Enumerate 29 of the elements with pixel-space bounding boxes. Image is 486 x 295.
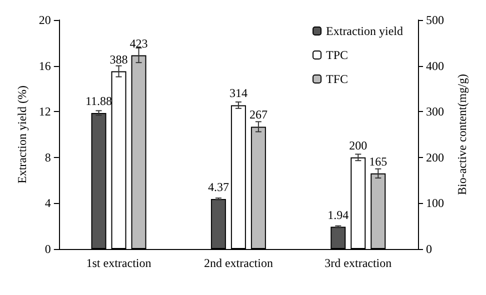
y-tick-label: 20: [38, 13, 51, 27]
data-label: 200: [349, 138, 368, 152]
data-label: 4.37: [208, 180, 229, 194]
x-tick-label: 2nd extraction: [204, 256, 273, 270]
y2-tick-label: 400: [426, 58, 444, 73]
y2-axis-title: Bio-active content(mg/g): [455, 74, 469, 195]
data-label: 165: [369, 154, 388, 168]
x-tick-label: 3rd extraction: [324, 256, 392, 270]
y2-tick-label: 200: [426, 150, 444, 164]
data-label: 423: [130, 36, 148, 50]
data-label: 267: [249, 108, 268, 122]
y2-tick-label: 100: [426, 196, 444, 210]
y-axis-title: Extraction yield (%): [15, 86, 29, 184]
y2-tick-label: 300: [426, 104, 444, 119]
y2-tick-label: 0: [426, 242, 432, 256]
y-tick-label: 16: [38, 58, 51, 73]
data-label: 1.94: [328, 208, 349, 222]
data-label: 388: [110, 52, 128, 66]
legend-label: Extraction yield: [326, 24, 404, 38]
data-label: 11.88: [85, 94, 112, 108]
legend-label: TFC: [326, 72, 348, 86]
y-tick-label: 4: [44, 196, 51, 210]
legend-label: TPC: [326, 48, 348, 62]
y-tick-label: 12: [38, 104, 51, 119]
y2-tick-label: 500: [426, 13, 444, 27]
y-tick-label: 8: [44, 150, 51, 164]
y-tick-label: 0: [44, 242, 51, 256]
data-label: 314: [229, 86, 248, 100]
x-tick-label: 1st extraction: [86, 256, 152, 270]
